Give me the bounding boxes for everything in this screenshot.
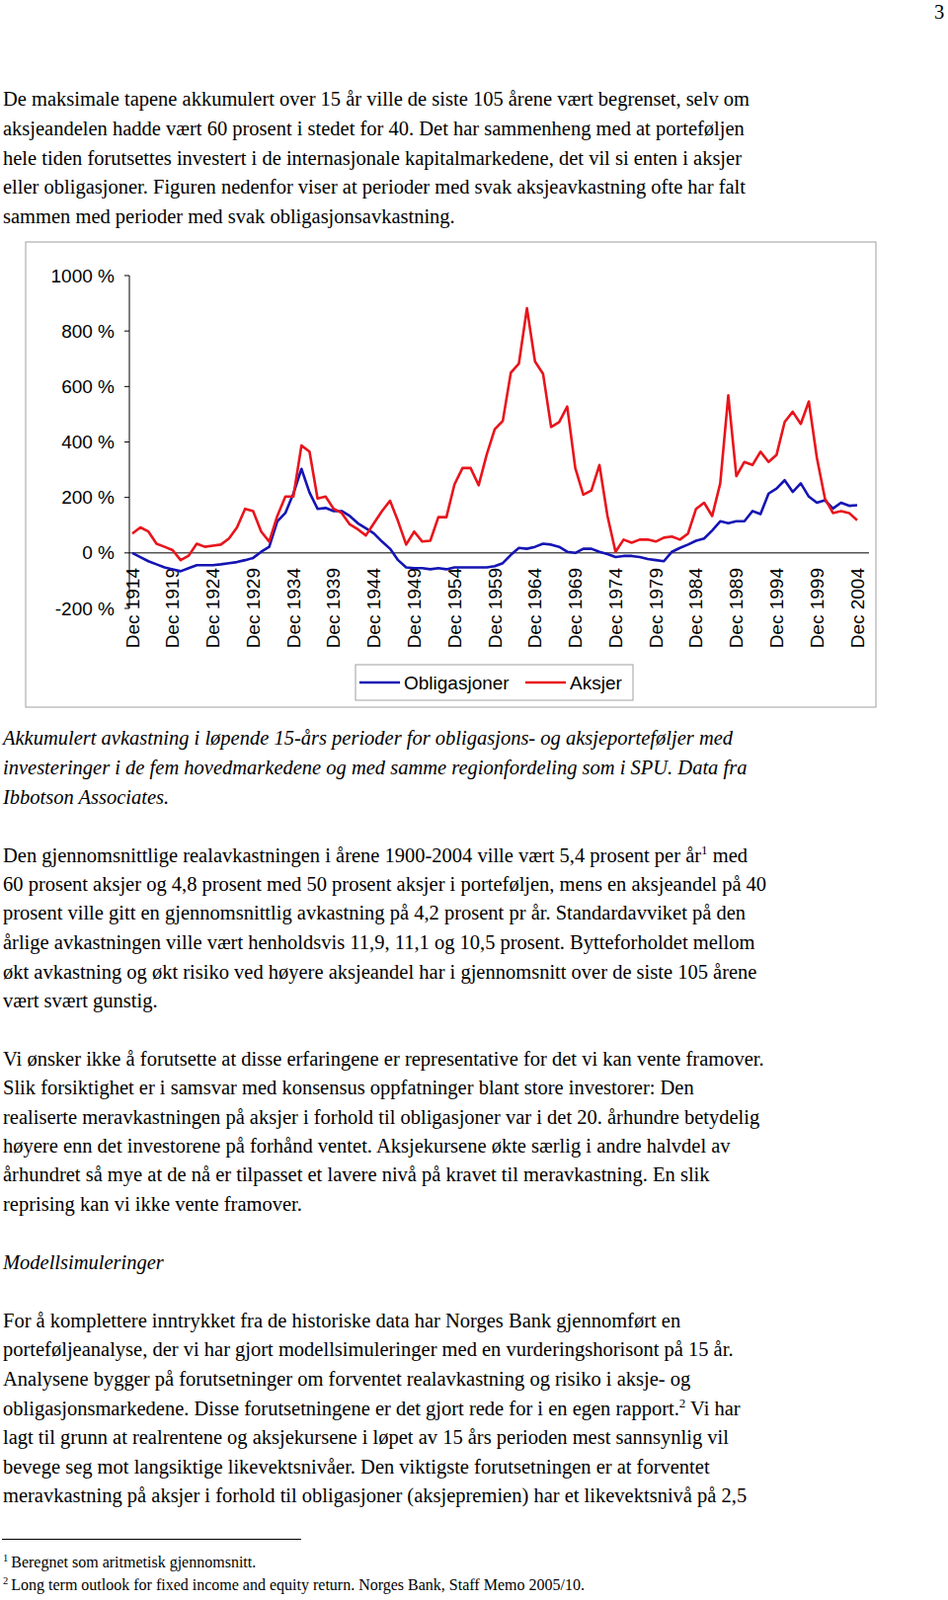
text-line: aksjeandelen hadde vært 60 prosent i ste… (2, 116, 745, 141)
text-line: bevege seg mot langsiktige likevektsnivå… (2, 1454, 711, 1479)
footnote-text: Beregnet som aritmetisk gjennomsnitt. (10, 1553, 256, 1571)
text-run: med (708, 844, 748, 867)
series-line (132, 308, 858, 560)
x-tick-label: Dec 1919 (161, 567, 183, 648)
text-line: prosent ville gitt en gjennomsnittlig av… (2, 900, 746, 925)
x-tick-label: Dec 1964 (524, 567, 546, 649)
y-tick-label: 600 % (61, 376, 115, 397)
footnote: 1Beregnet som aritmetisk gjennomsnitt. (2, 1550, 256, 1575)
text-line: Slik forsiktighet er i samsvar med konse… (2, 1075, 695, 1100)
text-line: obligasjonsmarkedene. Disse forutsetning… (2, 1396, 741, 1421)
x-axis (129, 552, 869, 553)
x-tick-label: Dec 1944 (363, 567, 385, 649)
text-run: Den gjennomsnittlige realavkastningen i … (2, 844, 702, 867)
y-tick (124, 275, 130, 277)
text-run: obligasjonsmarkedene. Disse forutsetning… (2, 1397, 680, 1420)
text-line: 60 prosent aksjer og 4,8 prosent med 50 … (2, 871, 767, 896)
text-run: Vi har (685, 1397, 740, 1420)
footnote-text: Long term outlook for fixed income and e… (10, 1576, 585, 1593)
x-tick-label: Dec 2004 (847, 567, 869, 649)
legend-swatch (525, 681, 566, 685)
x-tick-label: Dec 1979 (645, 567, 667, 648)
text-line: Den gjennomsnittlige realavkastningen i … (2, 843, 748, 868)
text-line: eller obligasjoner. Figuren nedenfor vis… (2, 174, 746, 199)
x-tick-label: Dec 1999 (806, 567, 828, 648)
y-tick-label: 0 % (81, 542, 115, 563)
text-line: Modellsimuleringer (2, 1250, 164, 1274)
y-tick (124, 330, 130, 332)
legend-swatch (359, 681, 400, 685)
y-tick (124, 386, 130, 388)
legend-label: Aksjer (569, 672, 623, 694)
page-number: 3 (934, 0, 945, 24)
text-line: realiserte meravkastningen på aksjer i f… (2, 1105, 760, 1129)
x-tick-label: Dec 1924 (202, 567, 224, 649)
y-tick (124, 496, 130, 498)
chart: -200 % 0 % 200 % 400 % 600 % 800 % 1000 % Dec 1… (0, 0, 948, 1600)
page: 3 De maksimale tapene akkumulert over 15 … (0, 0, 948, 1600)
y-tick-label: 800 % (61, 320, 115, 342)
footnote-ref: 1 (701, 842, 709, 858)
x-tick-label: Dec 1934 (283, 567, 305, 649)
y-tick (124, 552, 130, 553)
y-tick (124, 441, 130, 443)
footnote-rule (1, 1538, 302, 1540)
x-tick-label: Dec 1969 (564, 567, 586, 648)
text-line: sammen med perioder med svak obligasjons… (2, 204, 456, 229)
legend-box (355, 664, 633, 701)
text-line: økt avkastning og økt risiko ved høyere … (2, 959, 757, 984)
legend-label: Obligasjoner (403, 672, 510, 694)
text-line: høyere enn det investorene på forhånd ve… (2, 1133, 731, 1158)
text-line: Ibbotson Associates. (2, 785, 169, 809)
footnote-marker: 1 (2, 1552, 8, 1564)
text-line: hele tiden forutsettes investert i de in… (2, 146, 742, 170)
text-line: porteføljeanalyse, der vi har gjort mode… (2, 1337, 734, 1361)
text-line: investeringer i de fem hovedmarkedene og… (2, 755, 747, 780)
x-tick-label: Dec 1954 (444, 567, 466, 649)
x-tick-label: Dec 1914 (122, 567, 144, 649)
text-line: Vi ønsker ikke å forutsette at disse erf… (2, 1046, 765, 1071)
x-tick-label: Dec 1949 (403, 567, 425, 648)
x-tick-label: Dec 1974 (605, 567, 627, 649)
text-line: Akkumulert avkastning i løpende 15-års p… (2, 725, 733, 750)
x-tick-label: Dec 1939 (322, 567, 344, 648)
x-tick-label: Dec 1929 (242, 567, 264, 648)
y-tick-label: 400 % (61, 431, 115, 453)
text-line: reprising kan vi ikke vente framover. (2, 1191, 303, 1216)
x-tick-label: Dec 1959 (484, 567, 506, 648)
text-line: Analysene bygger på forutsetninger om fo… (2, 1366, 691, 1391)
x-tick-label: Dec 1994 (766, 567, 788, 649)
footnote-ref: 2 (679, 1395, 687, 1411)
text-line: For å komplettere inntrykket fra de hist… (2, 1308, 681, 1333)
footnote-marker: 2 (2, 1575, 8, 1586)
text-line: meravkastning på aksjer i forhold til ob… (2, 1483, 747, 1507)
plot-area (132, 308, 858, 571)
y-tick-label: -200 % (55, 598, 115, 620)
x-tick-label: Dec 1984 (685, 567, 707, 649)
footnote: 2Long term outlook for fixed income and … (2, 1573, 585, 1597)
text-line: De maksimale tapene akkumulert over 15 å… (2, 86, 750, 111)
text-line: århundret så mye at de nå er tilpasset e… (2, 1162, 711, 1186)
x-tick-label: Dec 1989 (725, 567, 747, 648)
legend: Obligasjoner Aksjer (355, 664, 633, 701)
text-line: vært svært gunstig. (2, 988, 158, 1013)
text-line: lagt til grunn at realrentene og aksjeku… (2, 1424, 729, 1449)
text-line: årlige avkastningen ville vært henholdsv… (2, 930, 755, 954)
chart-frame (25, 241, 876, 708)
y-tick-label: 1000 % (51, 265, 116, 287)
y-tick-label: 200 % (61, 486, 115, 508)
